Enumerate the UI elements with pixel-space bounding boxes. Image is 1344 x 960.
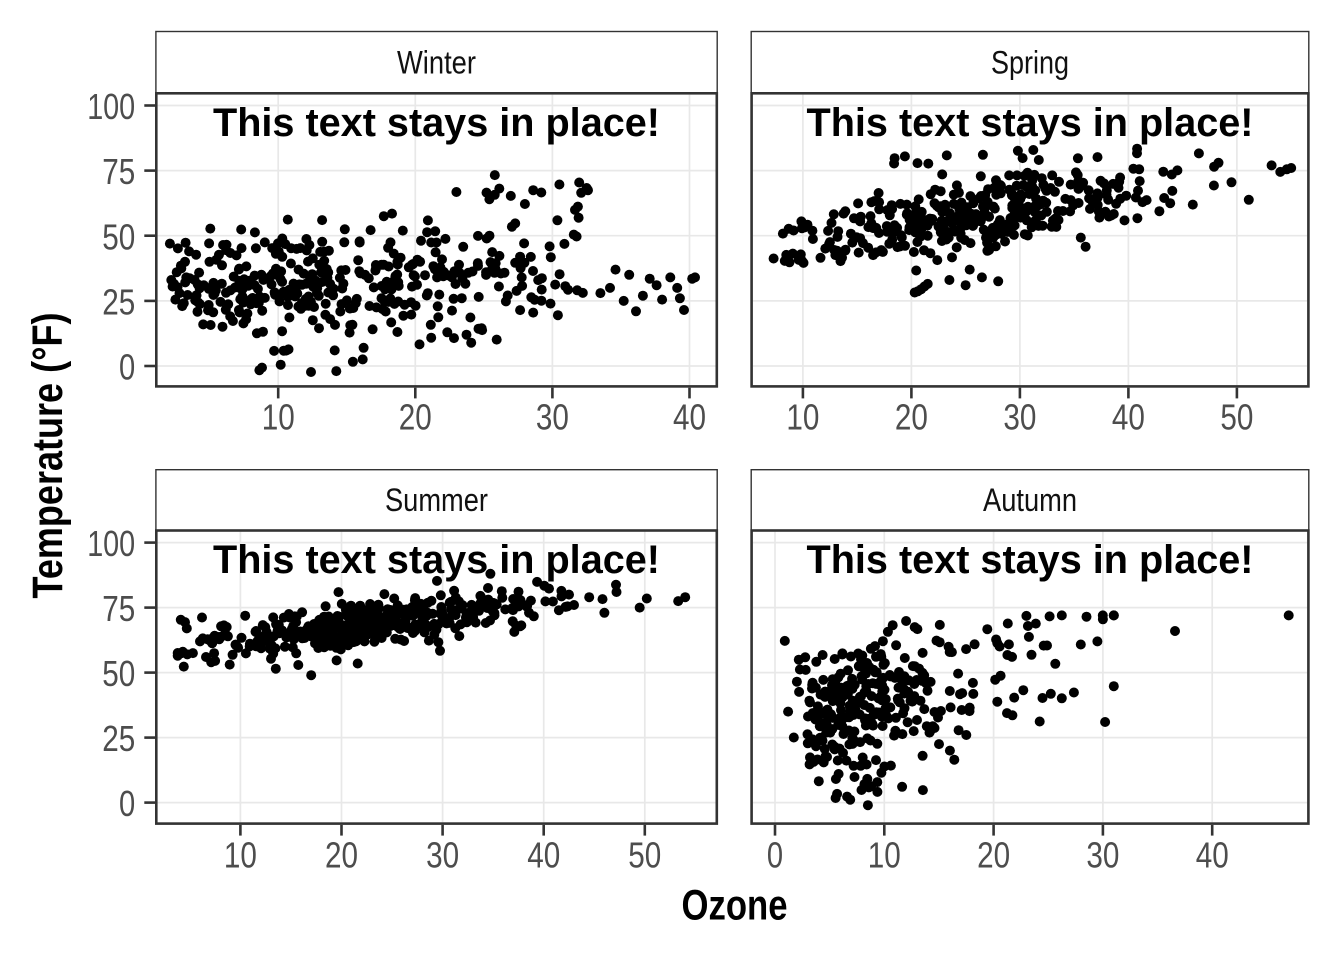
svg-text:40: 40 xyxy=(527,834,560,875)
svg-text:50: 50 xyxy=(1220,397,1253,438)
svg-text:10: 10 xyxy=(786,397,819,438)
svg-text:75: 75 xyxy=(102,588,135,629)
svg-text:50: 50 xyxy=(102,216,135,257)
svg-text:30: 30 xyxy=(426,834,459,875)
svg-text:10: 10 xyxy=(868,834,901,875)
svg-text:40: 40 xyxy=(673,397,706,438)
svg-text:25: 25 xyxy=(102,718,135,759)
svg-text:0: 0 xyxy=(119,783,135,824)
svg-text:30: 30 xyxy=(1086,834,1119,875)
svg-text:30: 30 xyxy=(1003,397,1036,438)
svg-text:100: 100 xyxy=(87,523,135,564)
svg-text:Spring: Spring xyxy=(991,44,1069,80)
svg-text:20: 20 xyxy=(977,834,1010,875)
svg-text:This text stays in place!: This text stays in place! xyxy=(213,101,660,145)
svg-text:Winter: Winter xyxy=(397,44,476,80)
svg-text:40: 40 xyxy=(1112,397,1145,438)
svg-text:50: 50 xyxy=(102,653,135,694)
svg-text:75: 75 xyxy=(102,151,135,192)
svg-text:This text stays in place!: This text stays in place! xyxy=(807,101,1254,145)
svg-text:0: 0 xyxy=(119,347,135,388)
svg-text:20: 20 xyxy=(895,397,928,438)
svg-text:This text stays in place!: This text stays in place! xyxy=(807,538,1254,582)
svg-text:Summer: Summer xyxy=(385,482,488,518)
svg-text:20: 20 xyxy=(399,397,432,438)
svg-text:Temperature (°F): Temperature (°F) xyxy=(24,313,72,599)
svg-text:40: 40 xyxy=(1196,834,1229,875)
svg-text:This text stays in place!: This text stays in place! xyxy=(213,538,660,582)
svg-text:100: 100 xyxy=(87,86,135,127)
svg-text:10: 10 xyxy=(262,397,295,438)
svg-text:25: 25 xyxy=(102,282,135,323)
svg-text:Autumn: Autumn xyxy=(983,482,1077,518)
svg-text:Ozone: Ozone xyxy=(682,881,788,929)
svg-text:0: 0 xyxy=(767,834,783,875)
svg-text:30: 30 xyxy=(536,397,569,438)
svg-text:10: 10 xyxy=(224,834,257,875)
svg-text:50: 50 xyxy=(628,834,661,875)
svg-text:20: 20 xyxy=(325,834,358,875)
